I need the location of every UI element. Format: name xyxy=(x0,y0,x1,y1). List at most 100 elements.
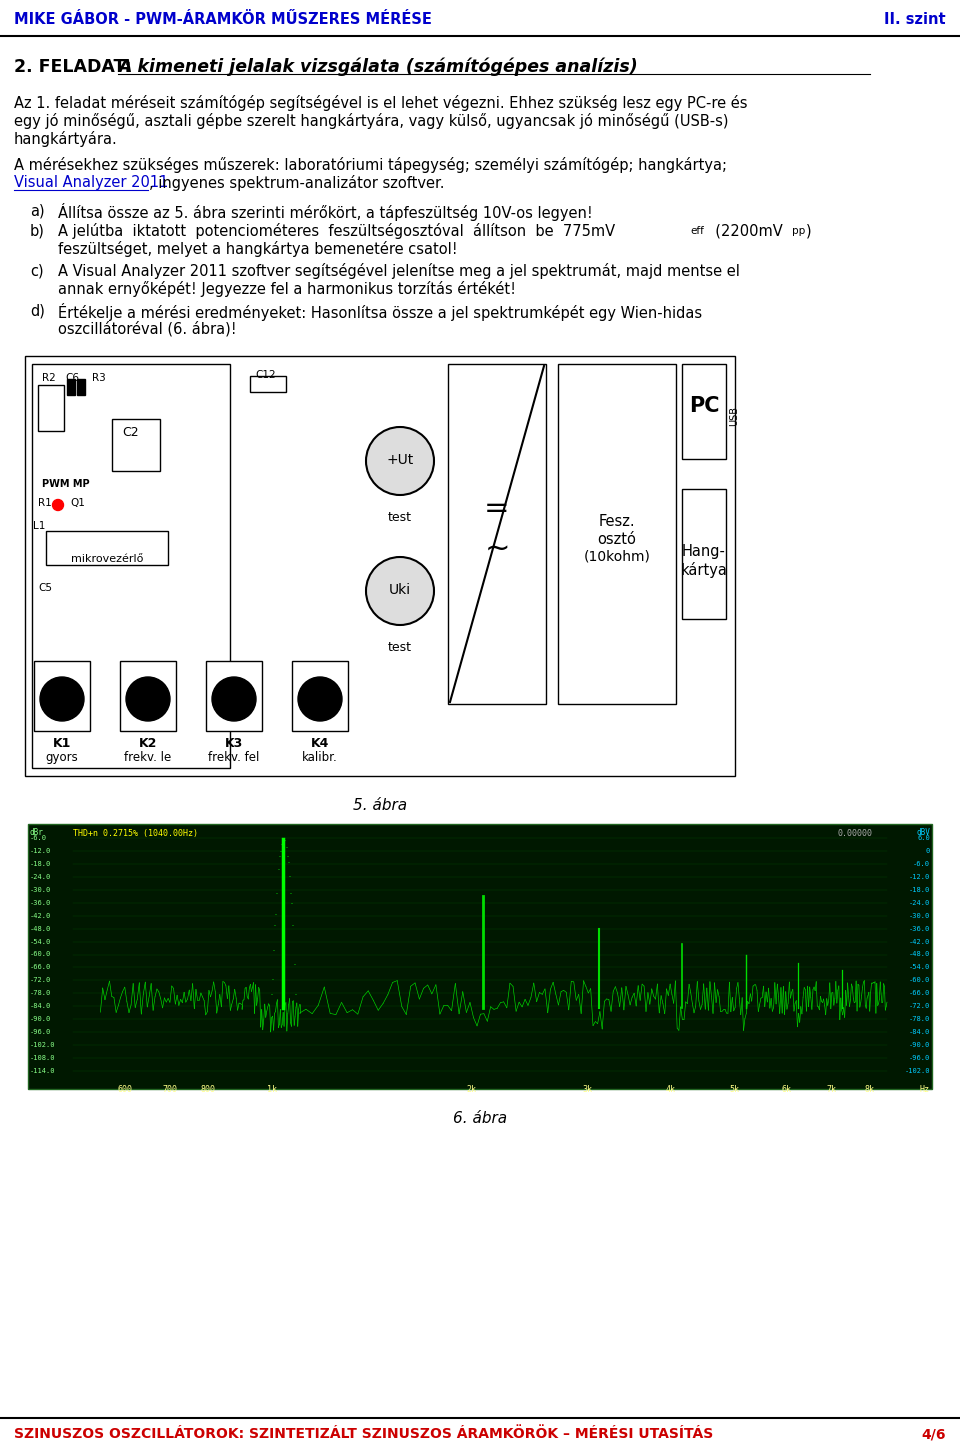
Circle shape xyxy=(53,499,63,511)
Text: Hz: Hz xyxy=(920,1085,930,1094)
Text: pp: pp xyxy=(792,226,805,237)
Text: Állítsa össze az 5. ábra szerinti mérőkört, a tápfeszültség 10V-os legyen!: Állítsa össze az 5. ábra szerinti mérőkö… xyxy=(58,203,592,221)
Text: annak ernyőképét! Jegyezze fel a harmonikus torzítás értékét!: annak ernyőképét! Jegyezze fel a harmoni… xyxy=(58,281,516,297)
Text: K4: K4 xyxy=(311,737,329,750)
Text: Hang-: Hang- xyxy=(682,544,726,559)
Text: -66.0: -66.0 xyxy=(909,991,930,997)
Text: USB: USB xyxy=(729,406,739,427)
Text: c): c) xyxy=(30,263,43,279)
Text: A Visual Analyzer 2011 szoftver segítségével jelenítse meg a jel spektrumát, maj: A Visual Analyzer 2011 szoftver segítség… xyxy=(58,263,740,279)
Text: -78.0: -78.0 xyxy=(30,991,51,997)
Text: -96.0: -96.0 xyxy=(30,1029,51,1035)
Text: R1: R1 xyxy=(38,498,52,508)
Bar xyxy=(448,364,546,704)
Text: 5k: 5k xyxy=(730,1085,739,1094)
Text: , ingyenes spektrum-analizátor szoftver.: , ingyenes spektrum-analizátor szoftver. xyxy=(149,176,444,192)
Text: test: test xyxy=(388,641,412,654)
Text: 3k: 3k xyxy=(583,1085,592,1094)
Text: -24.0: -24.0 xyxy=(909,900,930,905)
Text: egy jó minőségű, asztali gépbe szerelt hangkártyára, vagy külső, ugyancsak jó mi: egy jó minőségű, asztali gépbe szerelt h… xyxy=(14,113,729,129)
Text: -60.0: -60.0 xyxy=(30,952,51,958)
Text: Az 1. feladat méréseit számítógép segítségével is el lehet végezni. Ehhez szüksé: Az 1. feladat méréseit számítógép segíts… xyxy=(14,94,748,110)
Text: 8k: 8k xyxy=(865,1085,875,1094)
Bar xyxy=(292,662,348,731)
Text: kalibr.: kalibr. xyxy=(302,752,338,765)
Text: Visual Analyzer 2011: Visual Analyzer 2011 xyxy=(14,176,168,190)
Bar xyxy=(112,419,160,472)
Text: -60.0: -60.0 xyxy=(909,978,930,984)
Text: -6.0: -6.0 xyxy=(30,834,47,842)
Bar xyxy=(120,662,176,731)
Text: K1: K1 xyxy=(53,737,71,750)
Circle shape xyxy=(126,678,170,721)
Text: -30.0: -30.0 xyxy=(30,887,51,892)
Text: dBr: dBr xyxy=(30,829,44,837)
Text: eff: eff xyxy=(690,226,704,237)
Text: C6: C6 xyxy=(65,373,79,383)
Text: -72.0: -72.0 xyxy=(909,1003,930,1010)
Text: mikrovezérlő: mikrovezérlő xyxy=(71,554,143,564)
Text: dBV: dBV xyxy=(916,829,930,837)
Bar xyxy=(25,355,735,776)
Bar xyxy=(206,662,262,731)
Text: -84.0: -84.0 xyxy=(909,1029,930,1035)
Text: 0.00000: 0.00000 xyxy=(837,829,872,839)
Text: 7k: 7k xyxy=(827,1085,836,1094)
Text: -30.0: -30.0 xyxy=(909,913,930,918)
Circle shape xyxy=(212,678,256,721)
Text: feszültséget, melyet a hangkártya bemenetére csatol!: feszültséget, melyet a hangkártya bemene… xyxy=(58,241,458,257)
Text: kártya: kártya xyxy=(681,562,728,577)
Text: -42.0: -42.0 xyxy=(909,939,930,945)
Text: II. szint: II. szint xyxy=(884,13,946,28)
Text: -114.0: -114.0 xyxy=(30,1068,56,1074)
Text: C12: C12 xyxy=(255,370,276,380)
Text: L1: L1 xyxy=(33,521,45,531)
Text: 6. ábra: 6. ábra xyxy=(453,1111,507,1126)
Bar xyxy=(250,376,286,392)
Text: A kimeneti jelalak vizsgálata (számítógépes analízis): A kimeneti jelalak vizsgálata (számítógé… xyxy=(118,58,637,77)
Text: C2: C2 xyxy=(122,427,138,440)
Text: SZINUSZOS OSZCILLÁTOROK: SZINTETIZÁLT SZINUSZOS ÁRAMKÖRÖK – MÉRÉSI UTASÍTÁS: SZINUSZOS OSZCILLÁTOROK: SZINTETIZÁLT SZ… xyxy=(14,1426,713,1441)
Text: oszcillátoréval (6. ábra)!: oszcillátoréval (6. ábra)! xyxy=(58,321,236,337)
Text: K3: K3 xyxy=(225,737,243,750)
Bar xyxy=(682,489,726,620)
Bar xyxy=(77,379,85,395)
Bar xyxy=(682,364,726,459)
Text: -84.0: -84.0 xyxy=(30,1003,51,1010)
Bar xyxy=(34,662,90,731)
Text: frekv. le: frekv. le xyxy=(125,752,172,765)
Text: Uki: Uki xyxy=(389,583,411,596)
Text: ): ) xyxy=(806,223,811,238)
Text: 4k: 4k xyxy=(665,1085,676,1094)
Text: -102.0: -102.0 xyxy=(30,1042,56,1048)
Text: 700: 700 xyxy=(162,1085,178,1094)
Text: 6.0: 6.0 xyxy=(917,834,930,842)
Text: 800: 800 xyxy=(201,1085,216,1094)
Text: -108.0: -108.0 xyxy=(30,1055,56,1061)
Text: -48.0: -48.0 xyxy=(30,926,51,932)
Text: -96.0: -96.0 xyxy=(909,1055,930,1061)
Text: -72.0: -72.0 xyxy=(30,978,51,984)
Text: -24.0: -24.0 xyxy=(30,874,51,879)
Text: Q1: Q1 xyxy=(70,498,84,508)
Text: 6k: 6k xyxy=(782,1085,792,1094)
Text: A mérésekhez szükséges műszerek: laboratóriumi tápegység; személyi számítógép; h: A mérésekhez szükséges műszerek: laborat… xyxy=(14,157,727,173)
Text: -54.0: -54.0 xyxy=(30,939,51,945)
Text: 5. ábra: 5. ábra xyxy=(353,798,407,813)
Text: PC: PC xyxy=(688,396,719,416)
Text: C5: C5 xyxy=(38,583,52,593)
Circle shape xyxy=(298,678,342,721)
Text: R2: R2 xyxy=(42,373,56,383)
Text: d): d) xyxy=(30,303,45,318)
Text: (2200mV: (2200mV xyxy=(706,223,782,238)
Text: 2k: 2k xyxy=(467,1085,476,1094)
Text: -90.0: -90.0 xyxy=(30,1016,51,1022)
Bar xyxy=(32,364,230,768)
Text: osztó: osztó xyxy=(597,533,636,547)
Text: -48.0: -48.0 xyxy=(909,952,930,958)
Text: PWM MP: PWM MP xyxy=(42,479,89,489)
Text: -18.0: -18.0 xyxy=(909,887,930,892)
Text: -12.0: -12.0 xyxy=(909,874,930,879)
Text: -12.0: -12.0 xyxy=(30,847,51,855)
Text: -36.0: -36.0 xyxy=(30,900,51,905)
